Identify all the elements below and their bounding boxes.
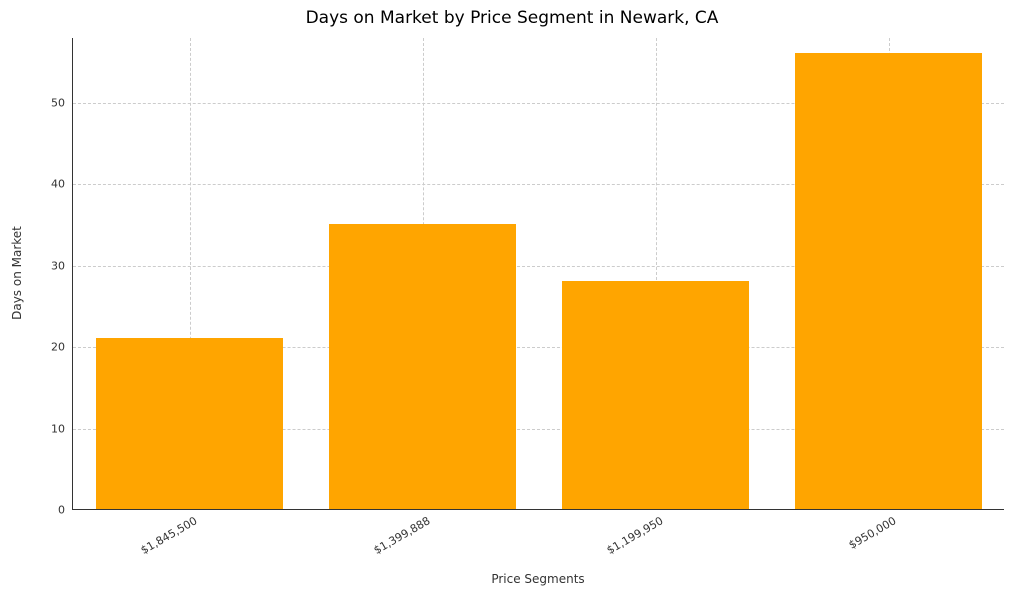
y-tick-label: 10 <box>51 422 73 435</box>
bar <box>795 53 981 509</box>
chart-container: Days on Market by Price Segment in Newar… <box>0 0 1024 611</box>
x-tick-label: $950,000 <box>843 509 898 552</box>
y-tick-label: 40 <box>51 178 73 191</box>
y-axis-label: Days on Market <box>10 173 24 373</box>
x-axis-label: Price Segments <box>72 572 1004 586</box>
bar <box>329 224 515 509</box>
y-tick-label: 20 <box>51 341 73 354</box>
y-tick-label: 30 <box>51 259 73 272</box>
bar <box>96 338 282 509</box>
x-tick-label: $1,399,888 <box>368 509 432 557</box>
chart-title: Days on Market by Price Segment in Newar… <box>0 8 1024 28</box>
plot-area: 01020304050$1,845,500$1,399,888$1,199,95… <box>72 38 1004 510</box>
y-tick-label: 50 <box>51 97 73 110</box>
x-tick-label: $1,199,950 <box>601 509 665 557</box>
y-tick-label: 0 <box>58 504 73 517</box>
bar <box>562 281 748 509</box>
x-tick-label: $1,845,500 <box>135 509 199 557</box>
